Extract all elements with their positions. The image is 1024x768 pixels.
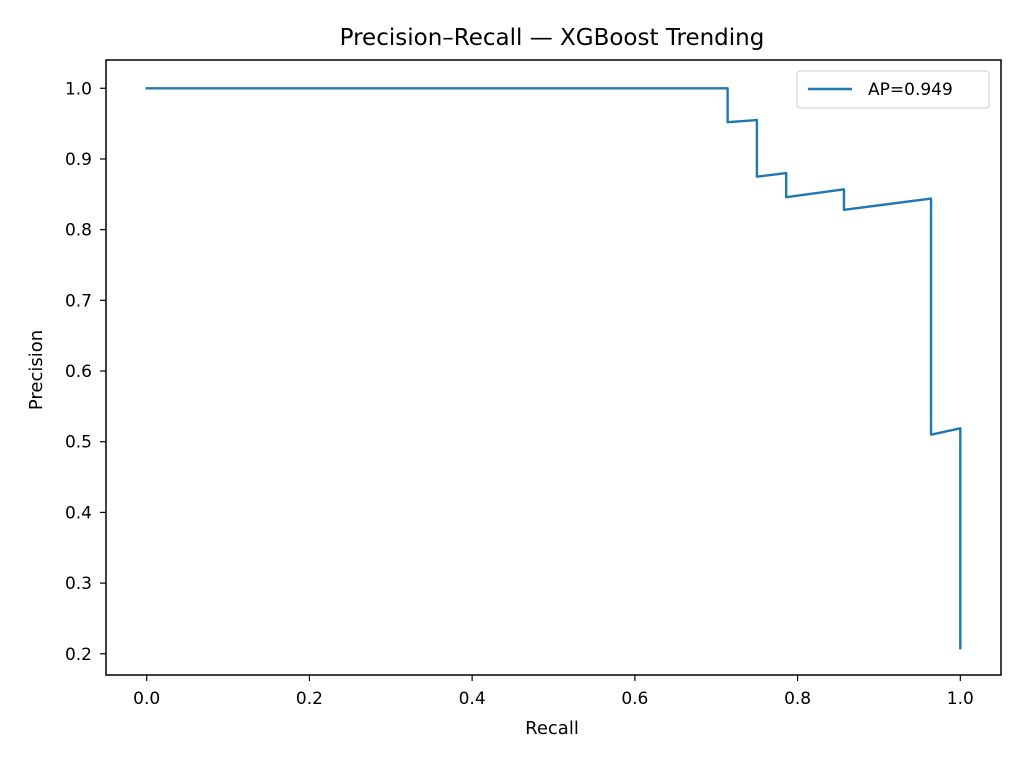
y-tick-label: 0.9 bbox=[65, 150, 92, 170]
legend-label: AP=0.949 bbox=[868, 80, 953, 100]
legend: AP=0.949 bbox=[796, 70, 990, 109]
y-tick-label: 0.6 bbox=[65, 362, 92, 382]
y-tick-label: 0.5 bbox=[65, 433, 92, 453]
pr-curve-line bbox=[145, 87, 962, 650]
y-tick-label: 0.7 bbox=[65, 291, 92, 311]
y-tick-label: 0.3 bbox=[65, 574, 92, 594]
x-axis-label: Recall bbox=[525, 718, 579, 739]
y-tick-label: 1.0 bbox=[65, 79, 92, 99]
x-tick-label: 1.0 bbox=[947, 689, 974, 709]
y-tick-label: 0.2 bbox=[65, 645, 92, 665]
y-axis-ticks: 0.2 0.3 0.4 0.5 0.6 0.7 0.8 0.9 1.0 bbox=[65, 79, 106, 665]
x-axis-ticks: 0.0 0.2 0.4 0.6 0.8 1.0 bbox=[133, 675, 974, 709]
chart-title: Precision–Recall — XGBoost Trending bbox=[340, 25, 765, 51]
x-tick-label: 0.4 bbox=[459, 689, 486, 709]
x-tick-label: 0.0 bbox=[133, 689, 160, 709]
legend-box bbox=[796, 70, 990, 109]
plot-frame bbox=[105, 59, 1002, 676]
y-tick-label: 0.8 bbox=[65, 221, 92, 241]
y-tick-label: 0.4 bbox=[65, 503, 92, 523]
y-axis-label: Precision bbox=[26, 330, 47, 410]
x-tick-label: 0.8 bbox=[784, 689, 811, 709]
x-tick-label: 0.2 bbox=[296, 689, 323, 709]
x-tick-label: 0.6 bbox=[621, 689, 648, 709]
